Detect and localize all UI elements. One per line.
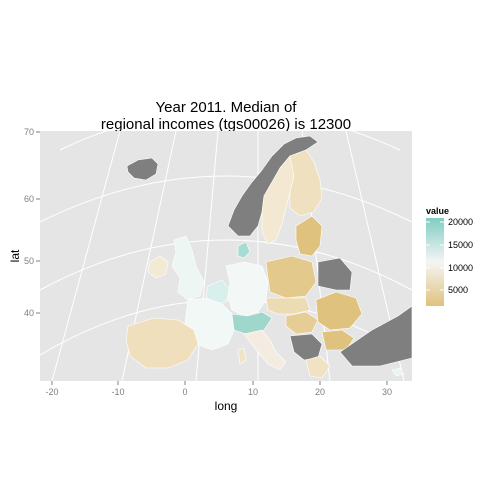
region-greece	[305, 355, 331, 379]
region-britain	[171, 235, 205, 301]
region-cyprus	[391, 367, 405, 377]
region-germany	[225, 261, 269, 317]
region-east-europe	[317, 257, 353, 291]
region-denmark	[237, 241, 251, 259]
region-benelux	[205, 279, 231, 305]
legend-colorbar	[426, 218, 444, 306]
graticule-meridian-1	[51, 131, 121, 381]
graticule-parallel-70	[59, 131, 401, 151]
x-tick-label: -20	[45, 387, 58, 397]
y-tick-label: 50	[24, 256, 34, 266]
region-bulgaria	[321, 329, 355, 351]
map-title-line-2: regional incomes (tgs00026) is 12300	[100, 116, 352, 133]
region-turkey	[339, 305, 412, 367]
y-axis: 40 50 60 70 lat	[8, 127, 40, 318]
region-italy	[243, 329, 287, 371]
graticule-parallel-50	[40, 239, 412, 291]
x-tick-label: 0	[182, 387, 187, 397]
region-baltic	[295, 215, 323, 257]
map-title-line-1: Year 2011. Median of	[155, 99, 297, 116]
y-axis-label: lat	[8, 249, 22, 262]
regions	[125, 135, 412, 379]
legend-tick-label: 5000	[448, 285, 468, 295]
region-alps	[231, 311, 273, 335]
region-poland	[265, 255, 317, 299]
y-tick-label: 40	[24, 308, 34, 318]
legend-tick-label: 15000	[448, 240, 473, 250]
map-title: Year 2011. Median of regional incomes (t…	[40, 99, 412, 133]
region-finland	[289, 149, 323, 217]
legend-tick-label: 20000	[448, 217, 473, 227]
region-romania	[315, 291, 363, 331]
x-tick-label: 30	[382, 387, 392, 397]
y-tick-label: 70	[24, 127, 34, 137]
region-czech-slovak	[265, 297, 311, 315]
x-axis: -20 -10 0 10 20 30 long	[45, 381, 392, 413]
x-tick-label: -10	[111, 387, 124, 397]
legend-title: value	[426, 206, 449, 216]
region-iceland	[126, 157, 159, 181]
legend: value 20000 15000 10000 5000	[426, 206, 473, 306]
x-axis-label: long	[215, 399, 238, 413]
region-norway	[227, 135, 319, 237]
region-hungary	[285, 311, 319, 335]
legend-tick-label: 10000	[448, 263, 473, 273]
x-tick-label: 20	[315, 387, 325, 397]
region-sardinia	[237, 347, 247, 365]
x-tick-label: 10	[248, 387, 258, 397]
region-ireland	[147, 255, 169, 279]
y-tick-label: 60	[24, 194, 34, 204]
region-iberia	[125, 317, 199, 369]
